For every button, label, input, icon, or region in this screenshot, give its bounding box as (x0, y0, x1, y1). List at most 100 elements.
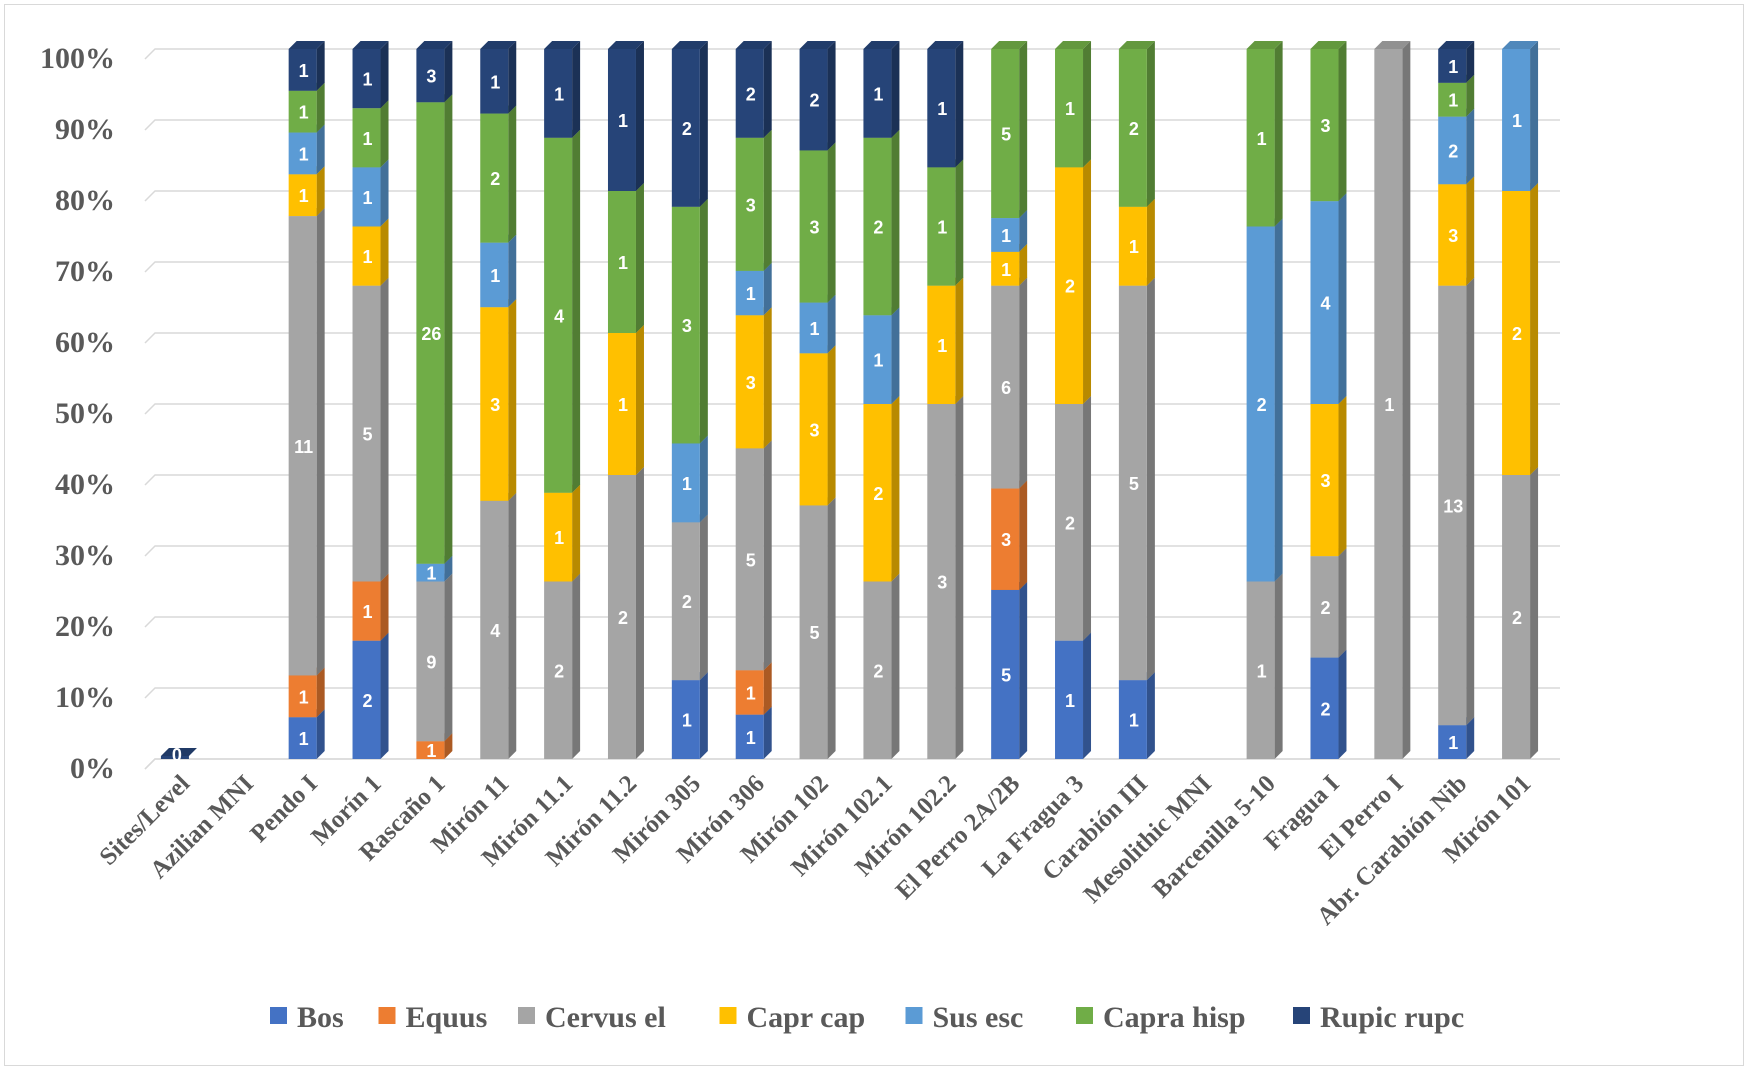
bar-segment (544, 49, 573, 138)
bar-segment-side (827, 294, 836, 354)
bar-stack-mir-n-305: 1 2 1 3 2 (671, 41, 708, 759)
bar-segment-side (508, 234, 517, 308)
data-label: 2 (746, 84, 756, 104)
data-label: 1 (937, 218, 947, 238)
bar-segment-top (288, 41, 325, 49)
data-label: 1 (1448, 733, 1458, 753)
data-label: 2 (1320, 699, 1330, 719)
bar-segment-side (316, 124, 325, 175)
data-label: 1 (299, 144, 309, 164)
bar-segment (991, 488, 1020, 590)
y-tick-label: 50% (55, 397, 115, 430)
legend-swatch (719, 1007, 737, 1024)
data-label: 11 (294, 437, 313, 457)
bar-segment-side (891, 307, 900, 404)
legend-label: Bos (297, 1001, 344, 1034)
legend-item-rupic-rupc: Rupic rupc (1293, 1001, 1464, 1034)
bar-segment-top (480, 41, 517, 49)
bar-segment (607, 191, 636, 333)
data-label: 1 (1001, 226, 1011, 246)
data-label: 1 (426, 564, 436, 584)
gridline (144, 332, 1560, 344)
bar-segment (671, 206, 700, 444)
bar-segment (352, 581, 381, 641)
bar-segment (735, 49, 764, 138)
data-label: 1 (299, 729, 309, 749)
data-label: 5 (1001, 665, 1011, 685)
bar-segment (352, 640, 381, 759)
bar-segment (1246, 49, 1275, 227)
legend-item-capra-hisp: Capra hisp (1076, 1001, 1246, 1034)
data-label: 1 (1065, 691, 1075, 711)
bar-segment-side (1338, 548, 1347, 658)
bar-segment (288, 675, 317, 718)
bar-segment (991, 589, 1020, 759)
bar-segment (1502, 49, 1531, 191)
bar-segment-side (1530, 183, 1539, 475)
data-label: 1 (937, 336, 947, 356)
data-label: 3 (746, 373, 756, 393)
data-label: 3 (426, 67, 436, 87)
data-label: 1 (1448, 91, 1458, 111)
data-label: 2 (1448, 141, 1458, 161)
bar-segment-side (1530, 467, 1539, 759)
bar-segment-side (891, 573, 900, 759)
bar-segment-side (1019, 581, 1028, 759)
data-label: 1 (363, 129, 373, 149)
legend: Bos Equus Cervus el Capr cap Sus esc Capra hi… (270, 1001, 1464, 1034)
data-label: 2 (873, 484, 883, 504)
bar-segment-side (827, 41, 836, 151)
bar-segment-side (1338, 41, 1347, 202)
data-label: 1 (746, 284, 756, 304)
legend-label: Sus esc (933, 1001, 1024, 1034)
bar-segment-side (380, 277, 389, 582)
bar-segment (288, 49, 317, 91)
bar-stack-mir-n-11-2: 2 1 1 1 (607, 41, 644, 759)
bar-segment-top (863, 41, 900, 49)
bar-segment (416, 581, 445, 742)
bar-segment-side (1402, 41, 1411, 759)
bar-segment-side (955, 396, 964, 759)
bar-segment (1374, 49, 1403, 759)
data-label: 1 (490, 266, 500, 286)
bar-segment (1502, 191, 1531, 475)
bar-segment-side (444, 41, 453, 103)
bar-segment-side (444, 733, 453, 759)
data-label: 3 (1320, 116, 1330, 136)
bar-segment-side (1083, 632, 1092, 759)
data-label: 6 (1001, 378, 1011, 398)
bar-segment-top (671, 41, 708, 49)
data-label: 1 (682, 474, 692, 494)
x-axis-line (144, 758, 1560, 770)
bar-stack-mir-n-101: 2 2 1 (1502, 41, 1539, 759)
bar-stack-mir-n-102: 5 3 1 3 2 (799, 41, 836, 759)
bar-segment-side (1466, 108, 1475, 185)
bar-segment (799, 302, 828, 354)
bar-segment-side (444, 94, 453, 564)
data-label: 1 (1257, 129, 1267, 149)
bar-segment-side (1466, 277, 1475, 726)
bar-segment (352, 49, 381, 109)
bar-segment-side (1083, 41, 1092, 168)
bar-segment (863, 137, 892, 316)
bar-segment (1438, 49, 1467, 83)
bar-segment (544, 581, 573, 759)
legend-label: Capra hisp (1103, 1001, 1246, 1034)
bar-segment-side (763, 440, 772, 671)
data-label: 1 (873, 84, 883, 104)
y-tick-label: 10% (55, 681, 115, 714)
gridline (144, 403, 1560, 415)
bar-segment-side (572, 41, 581, 138)
bar-stack-mir-n-11: 4 3 1 2 1 (480, 41, 517, 759)
bar-stack-el-perro-i: 1 (1374, 41, 1411, 759)
bar-segment-side (1338, 193, 1347, 404)
bar-segment-side (1338, 649, 1347, 759)
data-label: 2 (810, 91, 820, 111)
bar-segment (799, 353, 828, 506)
bar-segment (799, 49, 828, 151)
bar-segment (1310, 49, 1339, 202)
bar-segment-side (1019, 243, 1028, 286)
data-label: 4 (554, 306, 564, 326)
data-label: 4 (1320, 294, 1330, 314)
bar-segment (1246, 226, 1275, 582)
